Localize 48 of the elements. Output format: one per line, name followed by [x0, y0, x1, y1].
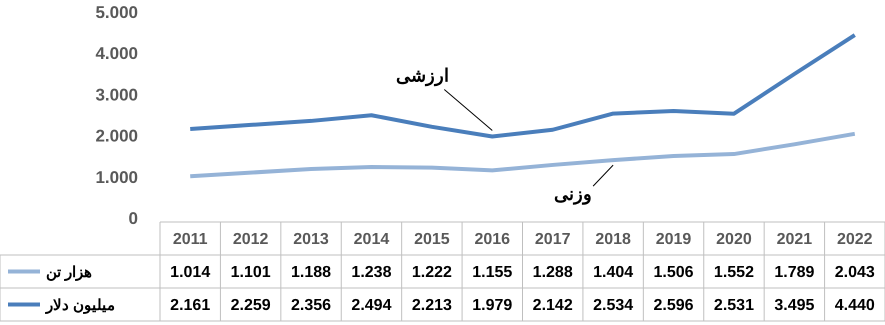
x-tick-label: 2016	[474, 231, 510, 248]
data-label: 1.222	[412, 264, 452, 282]
data-label: 2.596	[654, 297, 694, 314]
data-label: 4.440	[834, 297, 875, 314]
y-tick-label: 4.000	[95, 44, 138, 64]
data-label: 1.101	[230, 264, 271, 282]
x-tick-label: 2019	[656, 231, 692, 248]
x-tick-label: 2020	[716, 231, 752, 248]
y-tick-label: 5.000	[95, 2, 138, 22]
line-series	[188, 132, 857, 178]
data-label: 2.259	[230, 297, 271, 314]
data-label: 2.213	[412, 297, 452, 314]
data-label: 1.188	[291, 264, 332, 282]
annotation: ارزشی	[396, 65, 449, 86]
data-label: 1.238	[351, 264, 392, 282]
data-label: 1.288	[532, 264, 573, 282]
x-tick-label: 2017	[534, 231, 571, 248]
data-label: 3.495	[774, 297, 814, 314]
data-label: 1.404	[593, 264, 634, 282]
data-label: 2.531	[714, 297, 754, 314]
x-tick-label: 2018	[595, 231, 632, 248]
data-label: 2.534	[593, 297, 634, 314]
data-label: 2.494	[351, 297, 392, 314]
x-tick-label: 2011	[172, 231, 208, 248]
data-label: 2.161	[170, 297, 210, 314]
x-tick-label: 2021	[776, 231, 812, 248]
x-tick-label: 2012	[232, 231, 269, 248]
annotation: وزنی	[554, 184, 592, 206]
y-tick-label: 2.000	[95, 126, 138, 146]
data-label: 2.142	[532, 297, 573, 314]
data-label: 1.789	[774, 264, 814, 282]
data-label: 1.979	[472, 297, 512, 314]
x-tick-label: 2014	[354, 231, 390, 248]
data-label: 2.356	[291, 297, 332, 314]
y-tick-label: 1.000	[95, 168, 138, 187]
data-label: 1.506	[654, 264, 694, 282]
data-label: 2.043	[834, 264, 875, 282]
line-series	[188, 33, 857, 138]
y-tick-label: 0	[128, 208, 138, 228]
legend-label: میلیون دلار	[45, 296, 116, 314]
data-label: 1.014	[170, 264, 210, 282]
data-label: 1.552	[714, 264, 754, 282]
x-tick-label: 2013	[293, 231, 329, 248]
y-tick-label: 3.000	[95, 85, 138, 104]
data-label: 1.155	[472, 264, 512, 282]
x-tick-label: 2015	[414, 231, 450, 248]
x-tick-label: 2022	[836, 231, 873, 248]
legend-label: هزار تن	[46, 264, 92, 281]
